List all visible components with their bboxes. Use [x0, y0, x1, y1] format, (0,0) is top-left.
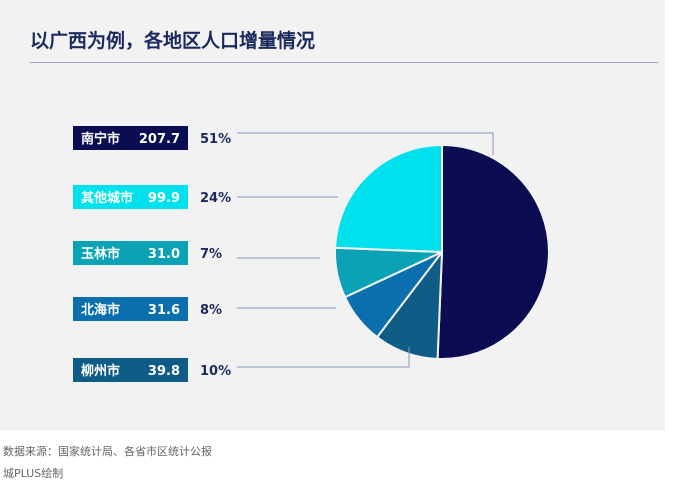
percent-label: 10%: [200, 364, 231, 379]
percent-label: 8%: [200, 303, 222, 318]
legend-badge: [73, 126, 188, 150]
percent-label: 24%: [200, 191, 231, 206]
legend-value: 39.8: [148, 364, 180, 379]
pie-slice-其他城市: [334, 143, 443, 254]
legend-badge: [73, 297, 188, 321]
legend-badge: [73, 241, 188, 265]
legend-label: 南宁市: [81, 131, 120, 147]
source-note: 数据来源：国家统计局、各省市区统计公报: [3, 445, 212, 458]
legend-row-玉林市: 玉林市 31.0 7%: [73, 241, 222, 265]
legend-label: 北海市: [81, 302, 120, 318]
legend-value: 31.0: [148, 247, 180, 262]
title-divider: [30, 62, 658, 63]
legend-labels: 南宁市 207.7 51% 其他城市 99.9 24% 玉林市 31.0 7% 北海市 31.6 8%…: [73, 126, 231, 382]
legend-row-其他城市: 其他城市 99.9 24%: [73, 185, 231, 209]
leader-line-柳州市: [237, 347, 410, 368]
legend-value: 99.9: [148, 191, 180, 206]
legend-label: 柳州市: [81, 363, 120, 379]
legend-badge: [73, 358, 188, 382]
legend-value: 31.6: [148, 303, 180, 318]
pie-slices: [334, 143, 550, 360]
legend-row-南宁市: 南宁市 207.7 51%: [73, 126, 231, 150]
pie-slice-南宁市: [436, 143, 550, 360]
legend-badge: [73, 185, 188, 209]
leader-lines: [237, 132, 494, 368]
percent-label: 7%: [200, 247, 222, 262]
credit-note: 城PLUS绘制: [3, 467, 64, 480]
legend-value: 207.7: [139, 132, 180, 147]
legend-label: 玉林市: [81, 246, 120, 262]
percent-label: 51%: [200, 132, 231, 147]
legend-row-北海市: 北海市 31.6 8%: [73, 297, 222, 321]
leader-line-南宁市: [237, 132, 494, 155]
chart-title: 以广西为例，各地区人口增量情况: [30, 30, 316, 52]
legend-label: 其他城市: [81, 190, 133, 206]
legend-row-柳州市: 柳州市 39.8 10%: [73, 358, 231, 382]
